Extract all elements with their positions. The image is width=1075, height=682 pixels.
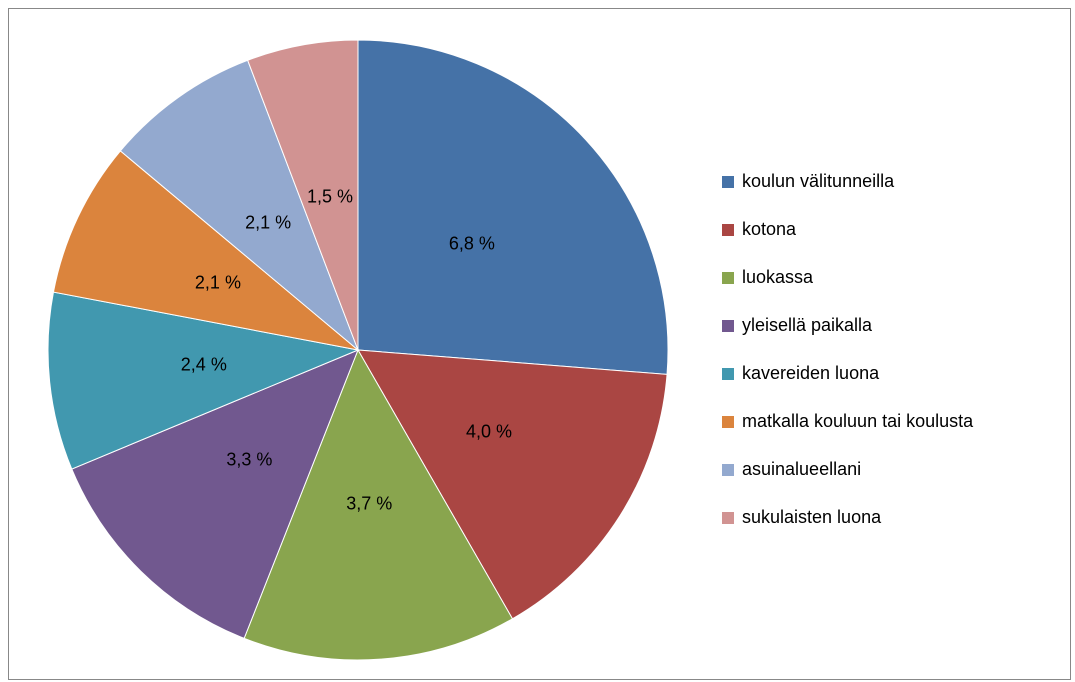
data-label: 2,1 %	[195, 272, 241, 292]
legend-swatch	[722, 176, 734, 188]
legend-swatch	[722, 224, 734, 236]
pie-slice	[357, 39, 669, 375]
pie-slice	[247, 39, 359, 351]
pie-slice	[243, 348, 514, 661]
data-label: 6,8 %	[449, 234, 495, 254]
legend-label: luokassa	[742, 267, 814, 287]
data-label: 3,3 %	[226, 449, 272, 469]
pie-slice	[357, 349, 668, 620]
legend-label: kavereiden luona	[742, 363, 880, 383]
data-label: 4,0 %	[466, 422, 512, 442]
legend-swatch	[722, 368, 734, 380]
legend-label: koulun välitunneilla	[742, 171, 895, 191]
legend-swatch	[722, 320, 734, 332]
data-label: 1,5 %	[307, 186, 353, 206]
data-label: 2,1 %	[245, 212, 291, 232]
legend-label: matkalla kouluun tai koulusta	[742, 411, 974, 431]
legend-swatch	[722, 464, 734, 476]
legend-swatch	[722, 272, 734, 284]
legend-label: sukulaisten luona	[742, 507, 882, 527]
legend-swatch	[722, 416, 734, 428]
legend-label: kotona	[742, 219, 797, 239]
data-label: 3,7 %	[346, 493, 392, 513]
pie-slice	[71, 349, 359, 639]
pie-slice	[119, 59, 360, 352]
legend-swatch	[722, 512, 734, 524]
legend-label: asuinalueellani	[742, 459, 861, 479]
legend-label: yleisellä paikalla	[742, 315, 873, 335]
data-label: 2,4 %	[181, 355, 227, 375]
pie-slice	[52, 150, 360, 351]
pie-slice	[47, 291, 360, 470]
